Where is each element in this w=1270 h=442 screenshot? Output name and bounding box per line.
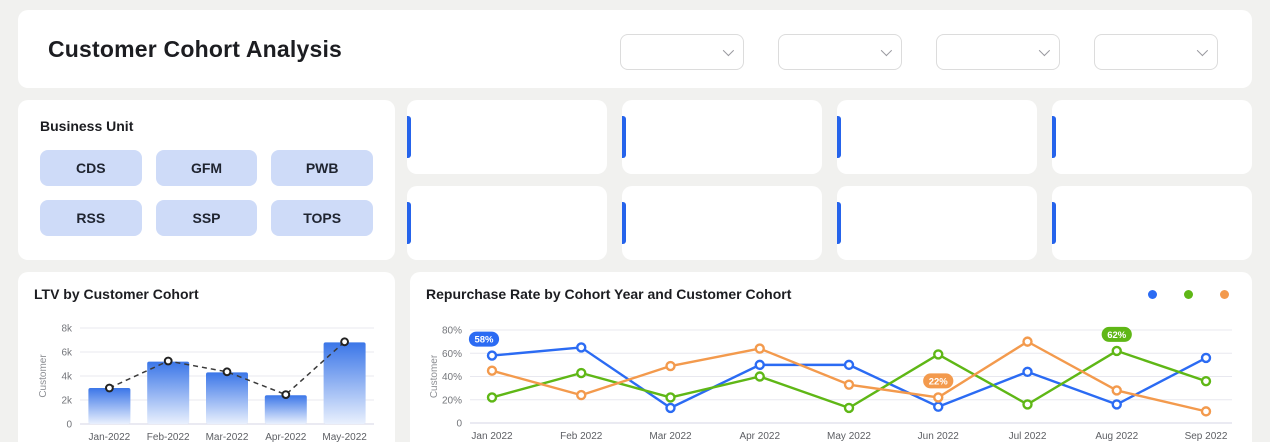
ltv-chart-card: LTV by Customer Cohort 0 2k 4k 6k 8k Customer… <box>18 272 395 442</box>
svg-text:0: 0 <box>66 420 72 431</box>
filter-customer-cohort <box>778 28 902 70</box>
chevron-down-icon <box>1038 44 1051 57</box>
ltv-bar-chart[interactable]: 0 2k 4k 6k 8k Customer Jan-2022 Feb-2022 Mar-202… <box>34 306 379 442</box>
svg-text:Jan 2022: Jan 2022 <box>471 431 513 442</box>
kpi-accent-bar <box>407 202 411 244</box>
svg-text:4k: 4k <box>61 372 73 383</box>
kpi-card-90-days-repurchase-rate <box>1052 186 1252 260</box>
ltv-chart-title: LTV by Customer Cohort <box>34 286 199 302</box>
legend-dot <box>1184 289 1193 299</box>
svg-text:Mar 2022: Mar 2022 <box>649 431 692 442</box>
legend-item-90-days[interactable] <box>1220 289 1236 299</box>
svg-text:Jun 2022: Jun 2022 <box>918 431 960 442</box>
cohort-year-select[interactable] <box>620 34 744 70</box>
repurchase-chart-header: Repurchase Rate by Cohort Year and Custo… <box>426 286 1236 302</box>
filter-customer-type <box>1094 28 1218 70</box>
svg-text:58%: 58% <box>474 335 494 346</box>
business-unit-rss[interactable]: RSS <box>40 200 142 236</box>
svg-text:Customer: Customer <box>38 354 49 398</box>
kpi-accent-bar <box>1052 116 1056 158</box>
kpi-card-chum-rate <box>622 100 822 174</box>
repurchase-line-chart[interactable]: 0 20% 40% 60% 80% Customer Jan 2022 Feb 2022 Mar… <box>426 306 1236 442</box>
kpi-card-30-days-repurchase-rate <box>837 186 1037 260</box>
legend-dot <box>1220 289 1229 299</box>
page-title: Customer Cohort Analysis <box>48 35 343 62</box>
legend <box>1148 289 1236 299</box>
business-unit-ssp[interactable]: SSP <box>155 200 258 236</box>
svg-text:8k: 8k <box>61 324 73 335</box>
svg-text:Sep 2022: Sep 2022 <box>1185 431 1228 442</box>
kpi-accent-bar <box>1052 202 1056 244</box>
business-unit-cds[interactable]: CDS <box>40 150 142 186</box>
svg-text:0: 0 <box>456 419 462 430</box>
svg-text:May 2022: May 2022 <box>827 431 871 442</box>
kpi-grid <box>407 100 1252 260</box>
kpi-card-customers <box>407 100 607 174</box>
legend-item-60-days[interactable] <box>1184 289 1200 299</box>
repurchase-chart-title: Repurchase Rate by Cohort Year and Custo… <box>426 286 792 302</box>
business-unit-buttons: CDS GFM PWB RSS SSP TOPS <box>40 150 373 236</box>
header: Customer Cohort Analysis <box>18 10 1252 88</box>
filter-cohort-year <box>620 28 744 70</box>
customer-cohort-select[interactable] <box>778 34 902 70</box>
svg-text:Feb 2022: Feb 2022 <box>560 431 603 442</box>
kpi-accent-bar <box>622 202 626 244</box>
svg-text:20%: 20% <box>442 395 462 406</box>
svg-text:Apr 2022: Apr 2022 <box>739 431 780 442</box>
legend-item-30-days[interactable] <box>1148 289 1164 299</box>
business-unit-tops[interactable]: TOPS <box>271 200 373 236</box>
svg-text:6k: 6k <box>61 348 73 359</box>
svg-text:Apr-2022: Apr-2022 <box>265 432 307 442</box>
filter-bar <box>620 28 1222 70</box>
svg-text:Jan-2022: Jan-2022 <box>89 432 131 442</box>
svg-text:Customer: Customer <box>429 354 440 398</box>
svg-text:80%: 80% <box>442 326 462 337</box>
summary-row: Business Unit CDS GFM PWB RSS SSP TOPS <box>18 100 1252 260</box>
kpi-card-ltv-for-chumert-custom <box>407 186 607 260</box>
svg-text:60%: 60% <box>442 349 462 360</box>
engagement-rate-select[interactable] <box>936 34 1060 70</box>
svg-text:2k: 2k <box>61 396 73 407</box>
business-unit-pwb[interactable]: PWB <box>271 150 373 186</box>
chevron-down-icon <box>1196 44 1209 57</box>
svg-text:22%: 22% <box>929 376 949 387</box>
legend-dot <box>1148 289 1157 299</box>
filter-engagement-rate <box>936 28 1060 70</box>
svg-text:Feb-2022: Feb-2022 <box>147 432 190 442</box>
svg-text:Mar-2022: Mar-2022 <box>206 432 249 442</box>
kpi-card-ltv-for-active-customers <box>622 186 822 260</box>
svg-text:Aug 2022: Aug 2022 <box>1095 431 1138 442</box>
kpi-accent-bar <box>407 116 411 158</box>
chevron-down-icon <box>880 44 893 57</box>
business-unit-title: Business Unit <box>40 118 134 134</box>
business-unit-gfm[interactable]: GFM <box>155 150 258 186</box>
kpi-card-orders <box>837 100 1037 174</box>
kpi-accent-bar <box>837 116 841 158</box>
kpi-accent-bar <box>622 116 626 158</box>
kpi-accent-bar <box>837 202 841 244</box>
svg-text:62%: 62% <box>1107 330 1127 341</box>
svg-text:May-2022: May-2022 <box>322 432 367 442</box>
charts-row: LTV by Customer Cohort 0 2k 4k 6k 8k Customer… <box>18 272 1252 442</box>
svg-text:40%: 40% <box>442 372 462 383</box>
svg-text:Jul 2022: Jul 2022 <box>1009 431 1047 442</box>
business-unit-panel: Business Unit CDS GFM PWB RSS SSP TOPS <box>18 100 395 260</box>
repurchase-chart-card: Repurchase Rate by Cohort Year and Custo… <box>410 272 1252 442</box>
customer-type-select[interactable] <box>1094 34 1218 70</box>
chevron-down-icon <box>722 44 735 57</box>
kpi-card-60-days-repurchase-rate <box>1052 100 1252 174</box>
